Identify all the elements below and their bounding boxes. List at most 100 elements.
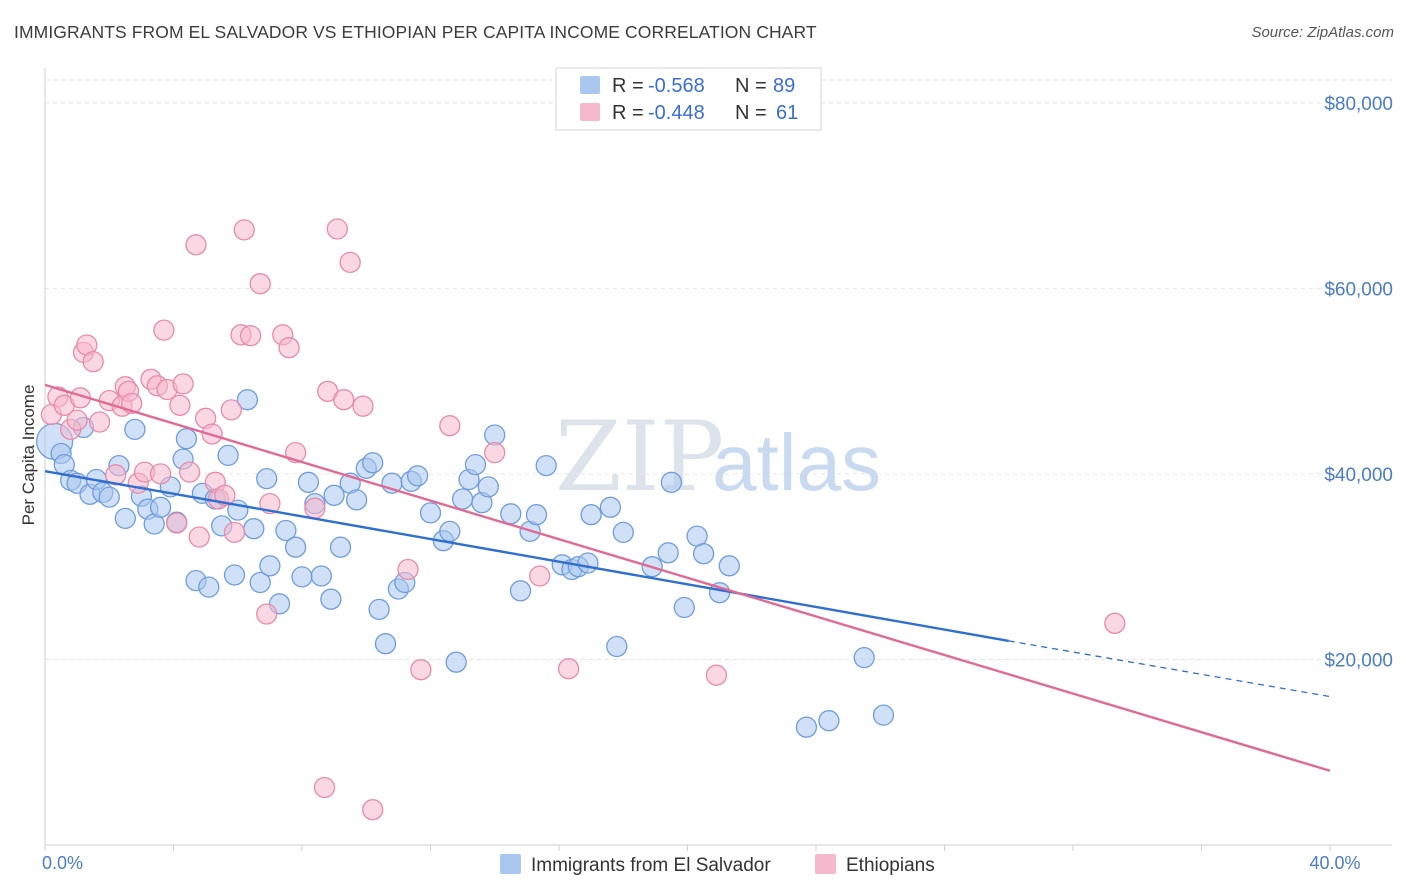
point-el-salvador: [535, 454, 557, 477]
point-el-salvador: [149, 496, 172, 518]
point-ethiopians: [82, 351, 104, 373]
point-ethiopians: [397, 558, 419, 581]
trend-line-el-salvador: [44, 469, 1009, 643]
point-el-salvador: [818, 710, 840, 732]
point-ethiopians: [278, 337, 300, 359]
legend-bottom: Immigrants from El Salvador Ethiopians: [500, 854, 935, 876]
point-el-salvador: [236, 389, 259, 411]
point-ethiopians: [166, 512, 188, 534]
point-ethiopians: [249, 273, 271, 295]
point-el-salvador: [612, 521, 634, 544]
legend-r-value-2: -0.448: [648, 102, 705, 124]
point-el-salvador: [329, 536, 352, 558]
legend-bottom-label-salvador: Immigrants from El Salvador: [531, 855, 771, 876]
point-el-salvador: [256, 467, 278, 490]
y-tick-label: $80,000: [1324, 94, 1393, 115]
point-ethiopians: [410, 659, 432, 681]
legend-bottom-label-ethiopians: Ethiopians: [846, 855, 935, 876]
point-ethiopians: [172, 373, 194, 395]
legend-n-value-1: 89: [773, 75, 795, 97]
point-el-salvador: [500, 503, 522, 525]
point-ethiopians: [705, 664, 728, 686]
legend-bottom-swatch-salvador: [500, 854, 521, 874]
legend-swatch-ethiopians: [580, 103, 600, 121]
legend-bottom-swatch-ethiopians: [815, 854, 836, 874]
point-ethiopians: [557, 658, 580, 680]
point-ethiopians: [333, 389, 355, 411]
y-tick-label: $40,000: [1324, 465, 1393, 486]
point-ethiopians: [339, 251, 361, 274]
point-ethiopians: [529, 565, 551, 587]
point-el-salvador: [580, 504, 602, 526]
point-ethiopians: [149, 463, 172, 485]
point-ethiopians: [223, 521, 246, 544]
point-el-salvador: [345, 489, 368, 511]
point-el-salvador: [175, 428, 198, 450]
point-ethiopians: [1104, 612, 1126, 634]
chart-title: IMMIGRANTS FROM EL SALVADOR VS ETHIOPIAN…: [14, 22, 817, 42]
y-tick-label: $20,000: [1324, 650, 1393, 671]
watermark-atlas: atlas: [712, 418, 881, 507]
point-ethiopians: [304, 497, 326, 519]
point-el-salvador: [657, 542, 679, 564]
data-points: [35, 218, 1126, 821]
watermark: ZIP atlas: [555, 401, 881, 513]
point-ethiopians: [188, 526, 210, 548]
point-ethiopians: [484, 441, 506, 464]
point-el-salvador: [477, 476, 499, 498]
point-el-salvador: [795, 716, 818, 738]
point-el-salvador: [275, 519, 297, 542]
point-el-salvador: [114, 507, 136, 530]
point-el-salvador: [419, 502, 442, 524]
legend-r-label-1: R =: [612, 75, 644, 97]
point-el-salvador: [310, 565, 332, 587]
point-ethiopians: [153, 319, 175, 341]
point-el-salvador: [692, 543, 715, 565]
point-el-salvador: [291, 566, 313, 588]
point-el-salvador: [284, 536, 307, 558]
watermark-zip: ZIP: [555, 401, 724, 513]
point-el-salvador: [606, 635, 628, 658]
point-el-salvador: [853, 646, 875, 669]
point-ethiopians: [88, 411, 111, 433]
point-ethiopians: [178, 461, 201, 483]
point-ethiopians: [220, 399, 242, 421]
point-el-salvador: [464, 453, 487, 476]
legend-n-value-2: 61: [776, 102, 798, 124]
point-el-salvador: [525, 504, 548, 526]
point-ethiopians: [256, 603, 278, 625]
point-ethiopians: [352, 395, 374, 417]
point-el-salvador: [451, 488, 474, 510]
legend-r-label-2: R =: [612, 102, 644, 124]
point-el-salvador: [406, 465, 429, 487]
point-ethiopians: [185, 234, 207, 256]
legend-top: R = -0.568 N = 89 R = -0.448 N = 61: [555, 67, 822, 131]
legend-r-value-1: -0.568: [648, 75, 705, 97]
point-el-salvador: [362, 452, 384, 474]
point-ethiopians: [362, 799, 384, 821]
point-el-salvador: [259, 555, 281, 577]
y-tick-labels: $20,000 $40,000 $60,000 $80,000: [1324, 94, 1393, 672]
legend-n-label-2: N =: [735, 102, 767, 124]
point-el-salvador: [198, 576, 220, 598]
trend-line-ethiopians: [44, 383, 1331, 772]
point-el-salvador: [599, 496, 622, 518]
point-el-salvador: [445, 651, 467, 673]
source-label: Source: ZipAtlas.com: [1251, 24, 1394, 41]
point-ethiopians: [66, 409, 88, 431]
point-el-salvador: [297, 471, 320, 493]
point-el-salvador: [718, 555, 740, 577]
point-el-salvador: [223, 564, 246, 586]
point-ethiopians: [169, 394, 191, 416]
point-el-salvador: [320, 588, 342, 610]
y-axis-label: Per Capita Income: [19, 385, 38, 526]
point-el-salvador: [872, 704, 895, 726]
point-el-salvador: [439, 520, 461, 543]
point-el-salvador: [124, 418, 146, 441]
point-ethiopians: [326, 218, 348, 240]
point-ethiopians: [239, 325, 262, 347]
grid-lines: [45, 79, 1392, 660]
y-tick-label: $60,000: [1324, 279, 1393, 300]
x-tick-label: 40.0%: [1309, 853, 1360, 873]
